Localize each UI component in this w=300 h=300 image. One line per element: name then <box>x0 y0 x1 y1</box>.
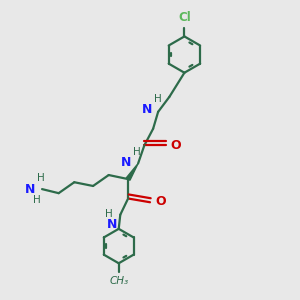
Text: N: N <box>121 156 131 169</box>
Text: H: H <box>154 94 162 104</box>
Text: Cl: Cl <box>178 11 191 24</box>
Polygon shape <box>126 164 138 180</box>
Text: CH₃: CH₃ <box>109 276 128 286</box>
Text: N: N <box>25 183 35 196</box>
Text: H: H <box>133 147 140 157</box>
Text: H: H <box>37 173 44 184</box>
Text: N: N <box>107 218 117 231</box>
Text: H: H <box>33 195 40 206</box>
Text: O: O <box>171 139 181 152</box>
Text: H: H <box>105 209 112 219</box>
Text: O: O <box>155 195 166 208</box>
Text: N: N <box>142 103 152 116</box>
